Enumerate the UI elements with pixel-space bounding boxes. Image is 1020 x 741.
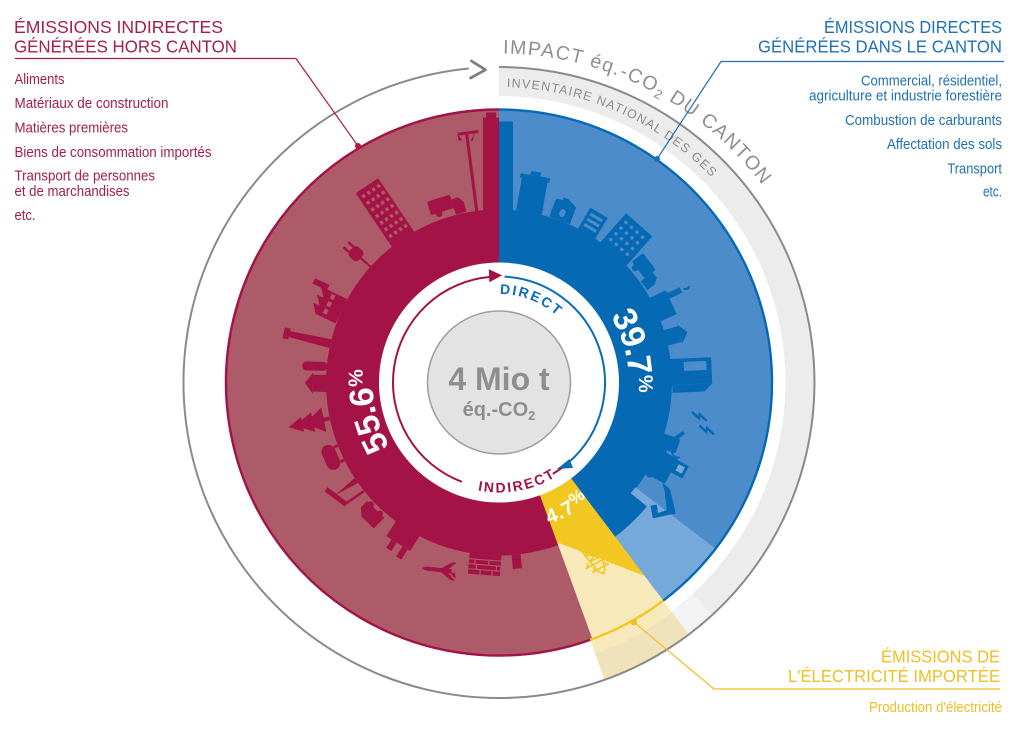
svg-text:ÉMISSIONS INDIRECTES: ÉMISSIONS INDIRECTES [14, 17, 223, 37]
svg-text:etc.: etc. [983, 184, 1002, 201]
svg-text:GÉNÉRÉES HORS CANTON: GÉNÉRÉES HORS CANTON [14, 37, 237, 57]
svg-text:Combustion de carburants: Combustion de carburants [845, 112, 1002, 129]
svg-text:Matériaux de construction: Matériaux de construction [15, 95, 169, 112]
svg-text:L'ÉLECTRICITÉ IMPORTÉE: L'ÉLECTRICITÉ IMPORTÉE [788, 666, 1000, 686]
svg-text:Biens de consommation importés: Biens de consommation importés [15, 144, 212, 161]
svg-text:etc.: etc. [15, 207, 36, 224]
svg-text:Aliments: Aliments [15, 71, 65, 88]
svg-text:ÉMISSIONS DE: ÉMISSIONS DE [881, 647, 1000, 667]
svg-text:Matières premières: Matières premières [15, 120, 129, 137]
svg-text:agriculture et industrie fores: agriculture et industrie forestière [809, 88, 1002, 105]
svg-text:Commercial, résidentiel,: Commercial, résidentiel, [861, 72, 1002, 89]
svg-text:Transport de personnes: Transport de personnes [15, 168, 156, 185]
svg-text:éq.-CO2: éq.-CO2 [463, 399, 536, 423]
svg-text:ÉMISSIONS DIRECTES: ÉMISSIONS DIRECTES [824, 17, 1002, 37]
svg-text:4 Mio t: 4 Mio t [448, 361, 550, 397]
svg-text:GÉNÉRÉES DANS LE CANTON: GÉNÉRÉES DANS LE CANTON [758, 37, 1002, 57]
svg-text:et de marchandises: et de marchandises [15, 183, 130, 200]
svg-text:Production d'électricité: Production d'électricité [869, 699, 1002, 716]
svg-text:Affectation des sols: Affectation des sols [887, 136, 1002, 153]
svg-text:Transport: Transport [947, 161, 1002, 178]
